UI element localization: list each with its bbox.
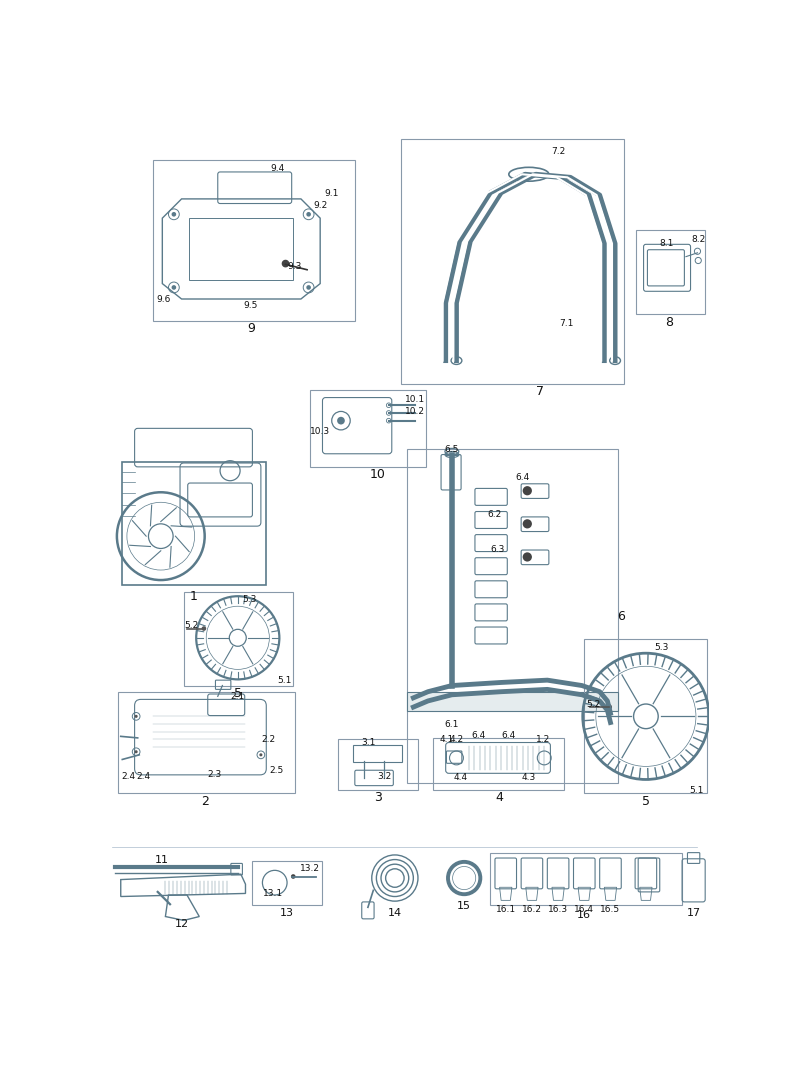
Text: 10.3: 10.3 [310,427,330,436]
Text: 9: 9 [247,322,255,335]
Text: 11: 11 [156,854,169,865]
Circle shape [291,874,295,879]
Text: 16.2: 16.2 [522,905,542,914]
Circle shape [523,486,532,496]
Text: 2.4: 2.4 [122,772,136,781]
Text: 13.1: 13.1 [263,889,284,897]
Text: 16.4: 16.4 [574,905,594,914]
Text: 10.2: 10.2 [405,407,425,416]
Text: 9.1: 9.1 [325,189,339,198]
Text: 3: 3 [374,792,382,805]
Text: 9.3: 9.3 [288,262,302,271]
Text: 6: 6 [617,610,625,623]
Text: 6.1: 6.1 [444,719,458,729]
Text: 10.1: 10.1 [404,394,425,404]
Text: 13.2: 13.2 [300,864,320,874]
Circle shape [282,259,289,268]
Circle shape [259,754,262,756]
Circle shape [337,417,344,424]
Text: 4: 4 [495,792,502,805]
Text: 16: 16 [577,910,591,920]
Circle shape [523,552,532,562]
Text: 4.1: 4.1 [439,735,453,744]
Text: 6.4: 6.4 [502,731,516,740]
Text: 2.3: 2.3 [208,770,222,780]
Text: 10: 10 [370,468,386,481]
Text: 15: 15 [457,901,471,910]
Text: 5: 5 [234,687,242,700]
Text: 8.2: 8.2 [691,235,705,244]
Text: 6.3: 6.3 [490,544,505,554]
Circle shape [307,285,311,289]
Text: 2: 2 [201,795,209,808]
Text: 9.6: 9.6 [156,295,171,303]
Text: 1.2: 1.2 [536,735,550,744]
Text: 5: 5 [642,795,650,808]
Text: 14: 14 [388,908,402,918]
Text: 4.4: 4.4 [454,773,468,782]
Text: 16.1: 16.1 [495,905,516,914]
Text: 3.2: 3.2 [377,772,391,781]
Text: 7: 7 [536,384,544,397]
Text: 2.1: 2.1 [231,692,245,701]
Circle shape [134,715,137,718]
Text: 7.2: 7.2 [551,147,565,156]
Text: 5.3: 5.3 [654,643,668,651]
Circle shape [606,704,612,711]
Text: 9.4: 9.4 [271,163,285,173]
Text: 16.3: 16.3 [548,905,568,914]
Text: 9.5: 9.5 [243,300,258,310]
Circle shape [134,751,137,754]
Text: 2.5: 2.5 [269,766,284,774]
Text: 4.3: 4.3 [521,773,536,782]
Text: 1: 1 [189,590,197,603]
Text: 16.5: 16.5 [600,905,620,914]
Text: 2.4: 2.4 [137,772,151,781]
Text: 6.2: 6.2 [488,510,502,519]
Text: 3.1: 3.1 [362,738,376,747]
Text: 5.2: 5.2 [184,621,199,630]
Text: 7.1: 7.1 [559,320,574,328]
Text: 5.1: 5.1 [690,786,704,795]
Text: 5.1: 5.1 [276,676,292,686]
Circle shape [171,212,176,217]
Text: 9.2: 9.2 [313,201,327,210]
Text: 8.1: 8.1 [660,239,674,248]
Text: 5.2: 5.2 [586,700,600,708]
Circle shape [171,285,176,289]
Text: 8: 8 [665,315,673,328]
Circle shape [307,212,311,217]
Circle shape [201,626,206,631]
Circle shape [523,519,532,528]
Polygon shape [407,691,618,711]
Text: 6.4: 6.4 [471,731,485,740]
Text: 12: 12 [175,919,189,929]
Text: 4.2: 4.2 [450,735,464,744]
Text: 13: 13 [280,908,294,918]
Text: 2.2: 2.2 [261,735,276,744]
Text: 17: 17 [687,907,701,918]
Text: 6.4: 6.4 [516,473,530,482]
Text: 6.5: 6.5 [444,445,458,454]
Text: 5.3: 5.3 [243,595,257,604]
